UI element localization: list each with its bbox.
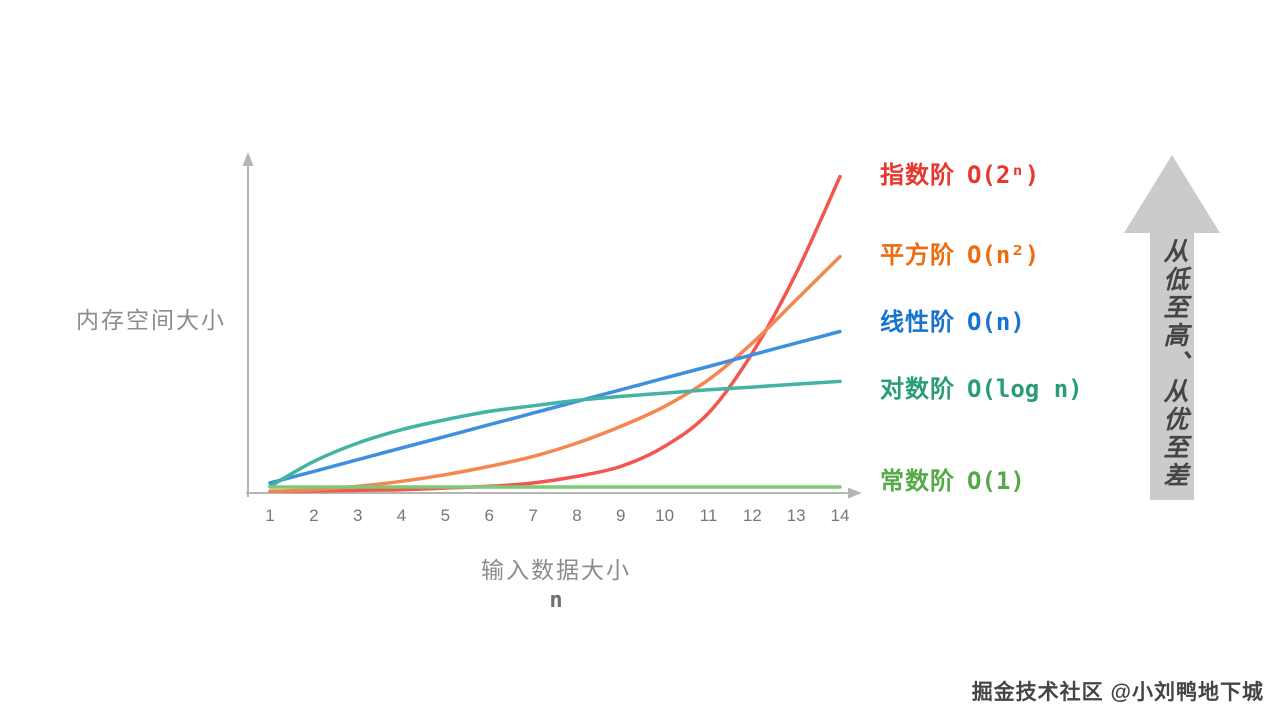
direction-up-arrow	[1124, 155, 1220, 500]
legend-notation: O(log n)	[967, 375, 1083, 403]
x-axis-arrowhead	[848, 487, 862, 499]
x-tick-label: 4	[396, 506, 407, 525]
legend-label: 线性阶	[880, 309, 955, 336]
curve-logarithmic	[268, 379, 842, 489]
x-tick-label: 8	[572, 506, 582, 525]
curve-exponential	[268, 174, 842, 494]
legend-item: 平方阶 O(n²)	[880, 240, 1039, 271]
x-tick-label: 2	[309, 506, 319, 525]
x-axis-symbol: n	[549, 588, 563, 613]
x-tick-label: 6	[484, 506, 494, 525]
x-tick-label: 10	[655, 506, 675, 525]
x-tick-label: 11	[699, 506, 718, 525]
x-tick-label: 5	[440, 506, 451, 525]
legend-item: 常数阶 O(1)	[880, 466, 1025, 497]
x-axis-label: 输入数据大小	[481, 557, 631, 583]
legend-label: 常数阶	[880, 468, 955, 495]
x-tick-label: 14	[830, 506, 850, 525]
y-axis-arrowhead	[242, 152, 254, 166]
x-tick-label: 9	[616, 506, 626, 525]
legend-notation: O(2ⁿ)	[967, 161, 1040, 189]
legend-label: 指数阶	[880, 162, 955, 189]
x-tick-label: 12	[742, 506, 762, 525]
legend-notation: O(n²)	[967, 241, 1040, 269]
legend-item: 指数阶 O(2ⁿ)	[880, 160, 1039, 191]
complexity-curves	[268, 174, 842, 494]
legend-notation: O(1)	[967, 467, 1025, 495]
x-tick-label: 3	[352, 506, 363, 525]
legend-item: 对数阶 O(log n)	[880, 374, 1083, 405]
y-axis-label: 内存空间大小	[76, 307, 226, 333]
watermark-text: 掘金技术社区 @小刘鸭地下城	[971, 681, 1264, 704]
curve-quadratic	[268, 254, 842, 494]
x-tick-label: 7	[528, 506, 538, 525]
legend-item: 线性阶 O(n)	[880, 307, 1025, 338]
legend-label: 平方阶	[880, 242, 955, 269]
legend-notation: O(n)	[967, 308, 1025, 336]
curve-linear	[268, 329, 842, 485]
direction-arrow-label: 从低至高、从优至差	[1160, 238, 1188, 490]
x-tick-label: 1	[265, 506, 275, 525]
axes	[242, 152, 862, 499]
x-tick-label: 13	[786, 506, 806, 525]
legend-label: 对数阶	[880, 376, 955, 403]
